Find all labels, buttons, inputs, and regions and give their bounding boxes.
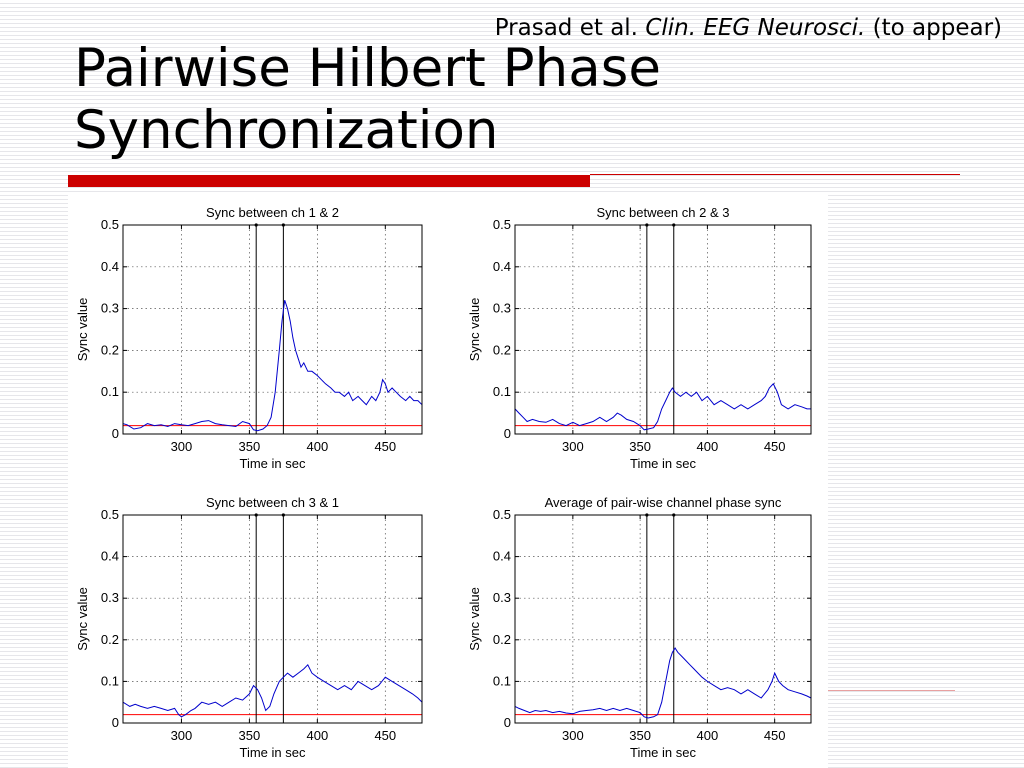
y-tick-label: 0.4 bbox=[101, 259, 119, 274]
citation-journal: Clin. EEG Neurosci. bbox=[645, 15, 866, 41]
y-tick-label: 0.4 bbox=[493, 549, 511, 564]
y-tick-label: 0.2 bbox=[101, 632, 119, 647]
subplot-sync-ch3-ch1: Sync between ch 3 & 1 300 350 400 450 0 0.1 0.2… bbox=[75, 495, 423, 760]
subplot-title: Sync between ch 2 & 3 bbox=[597, 205, 730, 220]
subplot-average-sync: Average of pair-wise channel phase sync 3… bbox=[467, 495, 812, 760]
plot-frame bbox=[514, 514, 812, 724]
x-axis-label: Time in sec bbox=[630, 456, 696, 471]
subplot-sync-ch1-ch2: Sync between ch 1 & 2 300 350 400 450 0 0.1 0.2… bbox=[75, 205, 423, 471]
x-tick-label: 350 bbox=[239, 439, 261, 454]
x-tick-label: 450 bbox=[764, 728, 786, 743]
y-tick-label: 0.5 bbox=[493, 217, 511, 232]
x-tick-label: 400 bbox=[697, 439, 719, 454]
subplot-title: Average of pair-wise channel phase sync bbox=[545, 495, 782, 510]
x-axis-label: Time in sec bbox=[240, 456, 306, 471]
x-tick-label: 400 bbox=[697, 728, 719, 743]
x-tick-label: 400 bbox=[306, 728, 328, 743]
y-tick-label: 0.2 bbox=[493, 632, 511, 647]
x-tick-label: 350 bbox=[629, 439, 651, 454]
x-axis-label: Time in sec bbox=[630, 745, 696, 760]
subplot-title: Sync between ch 3 & 1 bbox=[206, 495, 339, 510]
slide-title: Pairwise Hilbert Phase Synchronization bbox=[74, 38, 661, 161]
sync-series-line bbox=[514, 382, 811, 431]
x-tick-label: 350 bbox=[629, 728, 651, 743]
y-tick-label: 0.3 bbox=[493, 301, 511, 316]
x-tick-label: 350 bbox=[239, 728, 261, 743]
x-tick-label: 450 bbox=[374, 439, 396, 454]
y-tick-label: 0.1 bbox=[493, 673, 511, 688]
sync-series-line bbox=[122, 663, 423, 718]
y-tick-label: 0 bbox=[504, 426, 511, 441]
y-tick-label: 0.3 bbox=[101, 590, 119, 605]
y-axis-label: Sync value bbox=[467, 587, 482, 651]
y-tick-label: 0.2 bbox=[493, 342, 511, 357]
y-axis-label: Sync value bbox=[75, 587, 90, 651]
x-axis-label: Time in sec bbox=[240, 745, 306, 760]
sync-series-line bbox=[122, 300, 423, 432]
x-tick-label: 300 bbox=[562, 728, 584, 743]
plot-frame bbox=[514, 224, 812, 435]
y-tick-label: 0.1 bbox=[101, 384, 119, 399]
y-axis-label: Sync value bbox=[467, 298, 482, 362]
sync-series-line bbox=[514, 647, 812, 719]
y-tick-label: 0.3 bbox=[101, 301, 119, 316]
citation-note: (to appear) bbox=[872, 15, 1002, 41]
citation-authors: Prasad et al. bbox=[494, 15, 638, 41]
y-axis-label: Sync value bbox=[75, 298, 90, 362]
y-tick-label: 0.1 bbox=[493, 384, 511, 399]
subplot-title: Sync between ch 1 & 2 bbox=[206, 205, 339, 220]
citation: Prasad et al. Clin. EEG Neurosci. (to ap… bbox=[495, 15, 1002, 41]
subplot-sync-ch2-ch3: Sync between ch 2 & 3 300 350 400 450 0 0.1 0.2… bbox=[467, 205, 812, 471]
figure-panel: Sync between ch 1 & 2 300 350 400 450 0 0.1 0.2… bbox=[68, 195, 828, 768]
plot-frame bbox=[122, 514, 423, 724]
x-tick-label: 450 bbox=[374, 728, 396, 743]
y-tick-label: 0 bbox=[504, 715, 511, 730]
y-tick-label: 0.5 bbox=[493, 507, 511, 522]
y-tick-label: 0 bbox=[112, 426, 119, 441]
y-tick-label: 0.1 bbox=[101, 673, 119, 688]
y-tick-label: 0.4 bbox=[101, 549, 119, 564]
y-tick-label: 0.5 bbox=[101, 217, 119, 232]
x-tick-label: 400 bbox=[306, 439, 328, 454]
y-tick-label: 0.5 bbox=[101, 507, 119, 522]
x-tick-label: 300 bbox=[562, 439, 584, 454]
y-tick-label: 0.4 bbox=[493, 259, 511, 274]
accent-rule bbox=[590, 174, 960, 175]
x-tick-label: 300 bbox=[171, 728, 193, 743]
y-tick-label: 0.2 bbox=[101, 342, 119, 357]
accent-bar bbox=[68, 175, 590, 187]
x-tick-label: 300 bbox=[171, 439, 193, 454]
footer-rule bbox=[825, 690, 955, 691]
y-tick-label: 0 bbox=[112, 715, 119, 730]
plot-frame bbox=[122, 224, 423, 435]
x-tick-label: 450 bbox=[764, 439, 786, 454]
y-tick-label: 0.3 bbox=[493, 590, 511, 605]
